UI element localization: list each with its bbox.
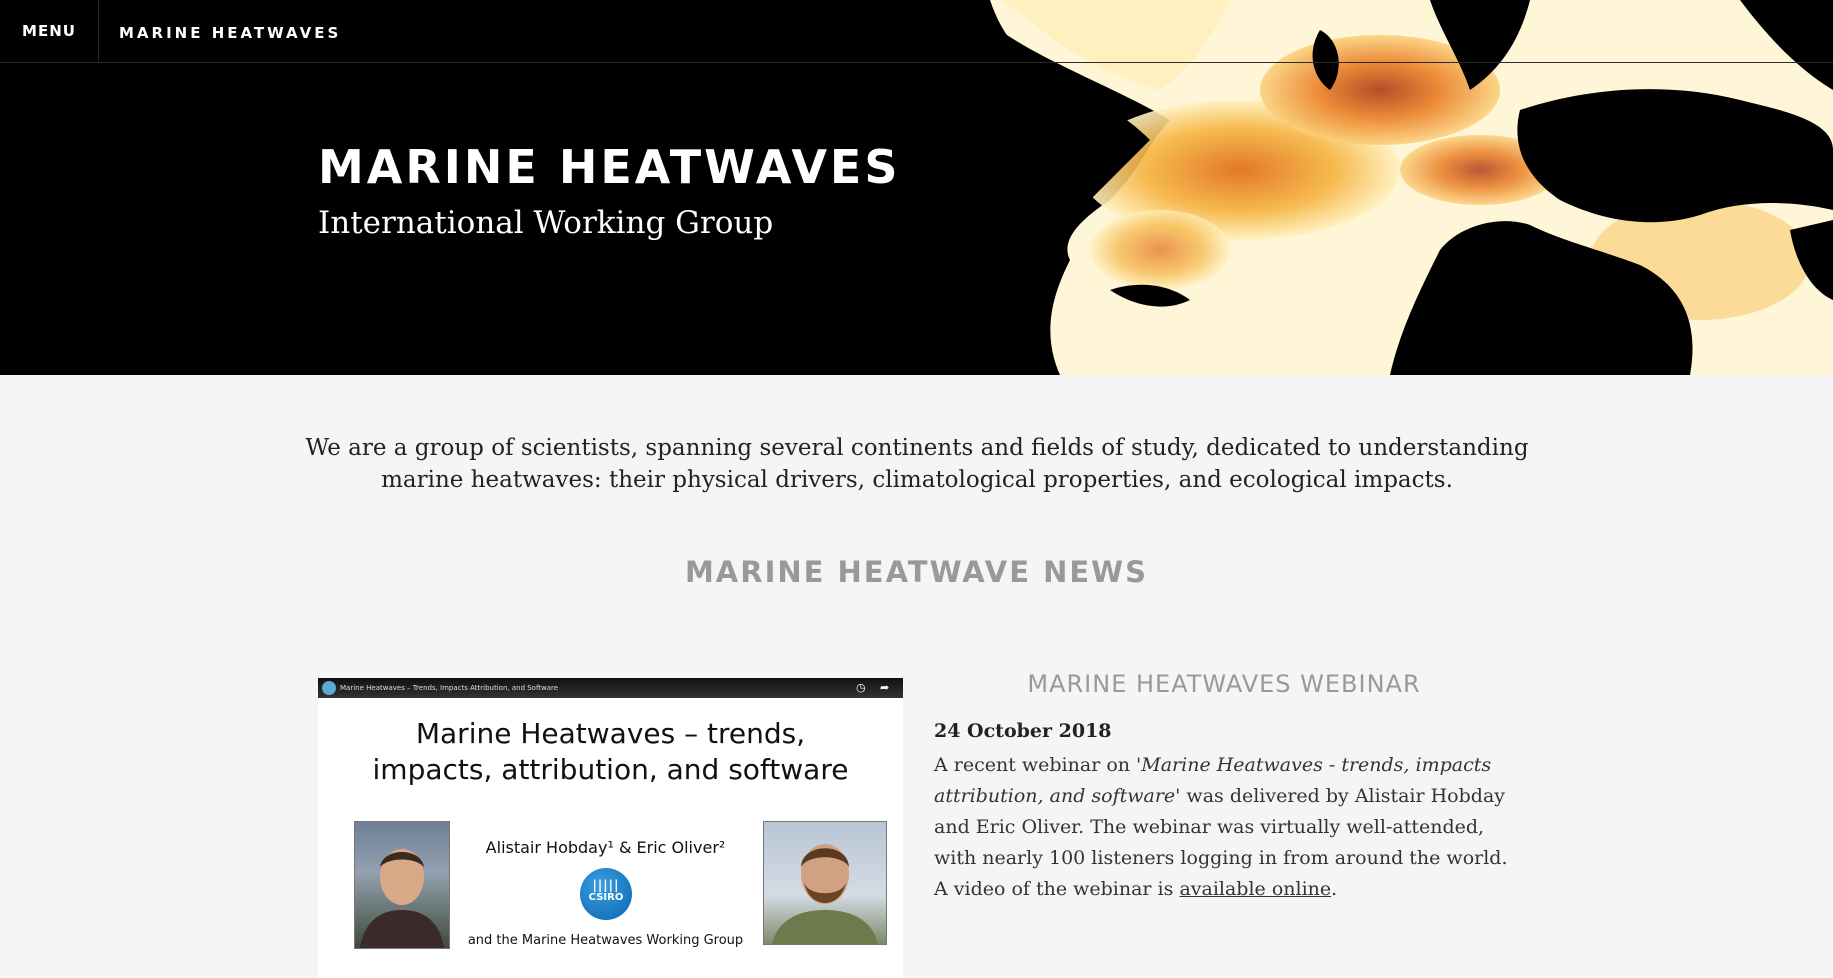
article-webinar-title: Marine Heatwaves - trends, impacts attri… [934,754,1492,807]
share-icon[interactable]: ➦ [880,681,890,694]
hero-banner: MENU MARINE HEATWAVES MARINE HEATWAVES I… [0,0,1833,375]
webinar-video-player[interactable]: Marine Heatwaves – Trends, Impacts Attri… [318,678,903,978]
article-body: A recent webinar on 'Marine Heatwaves - … [934,750,1519,905]
menu-button[interactable]: MENU [0,0,99,62]
article-title: MARINE HEATWAVES WEBINAR [1027,670,1421,698]
top-navigation-bar: MENU MARINE HEATWAVES [0,0,1833,63]
slide-title-line-2: impacts, attribution, and software [372,753,849,786]
intro-text: We are a group of scientists, spanning s… [305,435,1529,493]
hero-subtitle: International Working Group [318,205,774,241]
article-body-part-2: ' was delivered by Alistair Hobday and E… [934,785,1508,900]
slide-authors: Alistair Hobday¹ & Eric Oliver² [485,838,726,857]
available-online-link[interactable]: available online [1179,878,1332,900]
presenter-photo-oliver [763,821,887,945]
video-title-bar: Marine Heatwaves – Trends, Impacts Attri… [318,678,903,698]
watch-later-icon[interactable]: ◷ [856,681,866,694]
presenter-photo-hobday [354,821,450,949]
news-section-heading: MARINE HEATWAVE NEWS [684,555,1149,589]
channel-avatar-icon [322,681,336,695]
csiro-logo: ||||| CSIRO [580,868,632,920]
csiro-logo-text: CSIRO [588,892,624,903]
article-body-part-1: A recent webinar on ' [934,754,1142,776]
slide-working-group: and the Marine Heatwaves Working Group [467,933,744,948]
slide-title-line-1: Marine Heatwaves – trends, [415,717,806,750]
video-bar-title[interactable]: Marine Heatwaves – Trends, Impacts Attri… [340,684,559,692]
site-name-link[interactable]: MARINE HEATWAVES [119,24,342,42]
hero-title: MARINE HEATWAVES [318,140,901,194]
article-date: 24 October 2018 [934,720,1112,742]
article-body-end: . [1331,878,1338,900]
slide-title: Marine Heatwaves – trends, impacts, attr… [318,716,903,788]
csiro-bars-icon: ||||| [592,878,620,892]
